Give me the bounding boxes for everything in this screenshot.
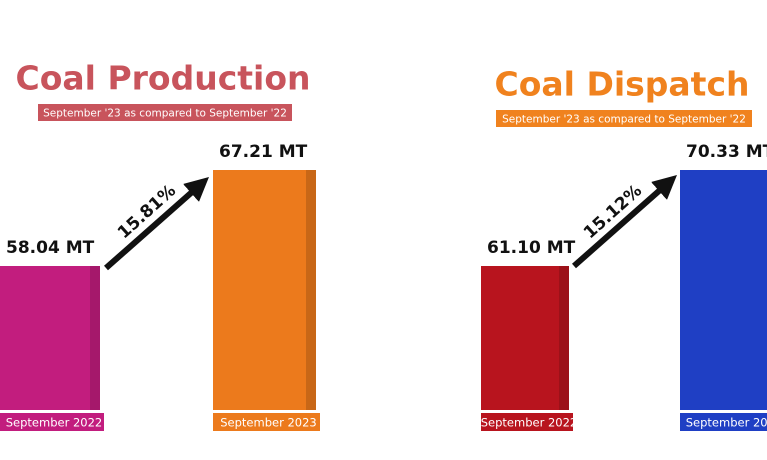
category-label: September 2022 xyxy=(6,416,103,430)
category-label: September 2023 xyxy=(220,416,317,430)
bar xyxy=(680,170,767,410)
category-label: September 2022 xyxy=(481,416,578,430)
category-box xyxy=(680,413,767,431)
bar xyxy=(213,170,316,410)
category-box xyxy=(481,413,573,431)
subtitle: September '23 as compared to September '… xyxy=(43,108,287,120)
category-label: September 2023 xyxy=(686,416,767,430)
category-box xyxy=(0,413,104,431)
value-label: 61.10 MT xyxy=(487,238,576,258)
chart-title: Coal Dispatch xyxy=(494,65,749,104)
arrow xyxy=(572,175,677,269)
bar-side xyxy=(90,266,100,410)
value-label: 58.04 MT xyxy=(6,238,95,258)
value-label: 70.33 MT xyxy=(686,142,767,162)
subtitle-box xyxy=(496,110,752,127)
arrow xyxy=(104,177,209,271)
bar xyxy=(0,266,100,410)
value-label: 67.21 MT xyxy=(219,142,308,162)
bar-side xyxy=(306,170,316,410)
chart-title: Coal Production xyxy=(15,59,310,98)
bar-side xyxy=(559,266,569,410)
subtitle: September '23 as compared to September '… xyxy=(502,114,746,126)
subtitle-box xyxy=(38,104,292,121)
category-box xyxy=(213,413,320,431)
bar xyxy=(481,266,569,410)
